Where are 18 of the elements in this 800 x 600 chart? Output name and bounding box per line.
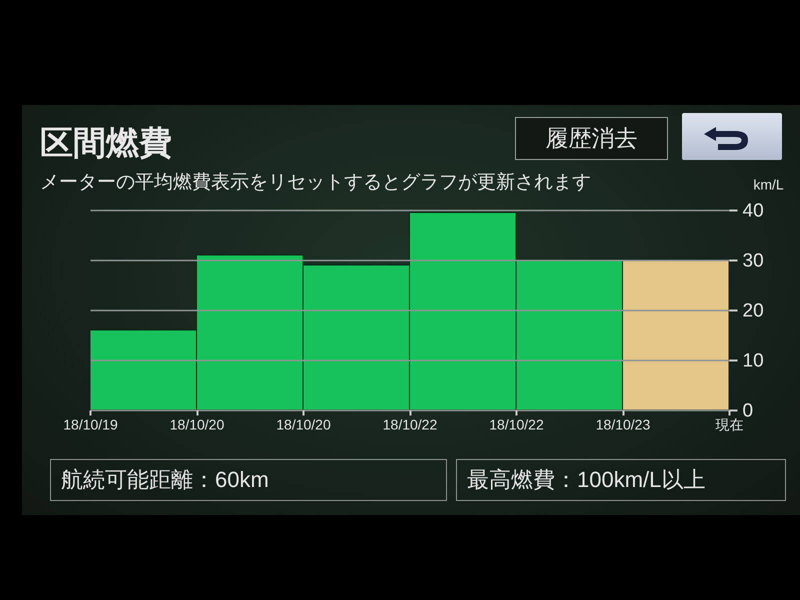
- x-tick-label: 18/10/22: [382, 416, 438, 432]
- y-tick-label: 20: [742, 300, 764, 322]
- y-tick-label: 40: [742, 200, 764, 222]
- y-tick-label: 30: [742, 250, 764, 272]
- info-field: 最高燃費：100km/L以上: [456, 459, 786, 501]
- button-frame: 履歴消去: [515, 117, 668, 160]
- y-axis-title: km/L: [753, 176, 784, 192]
- x-tick-label: 18/10/20: [276, 416, 331, 432]
- y-tick-label: 10: [742, 350, 764, 372]
- chart-subtitle: メーターの平均燃費表示をリセットするとグラフが更新されます: [40, 171, 591, 193]
- x-tick-label: 18/10/20: [170, 416, 224, 432]
- y-tick-label: 0: [742, 400, 754, 422]
- info-field: 航続可能距離：60km: [50, 459, 447, 501]
- x-tick-label: 現在: [716, 416, 744, 432]
- x-tick-label: 18/10/23: [596, 416, 650, 432]
- chart-title: 区間燃費: [40, 124, 172, 161]
- x-tick-label: 18/10/19: [63, 416, 118, 432]
- x-tick-label: 18/10/22: [489, 416, 544, 432]
